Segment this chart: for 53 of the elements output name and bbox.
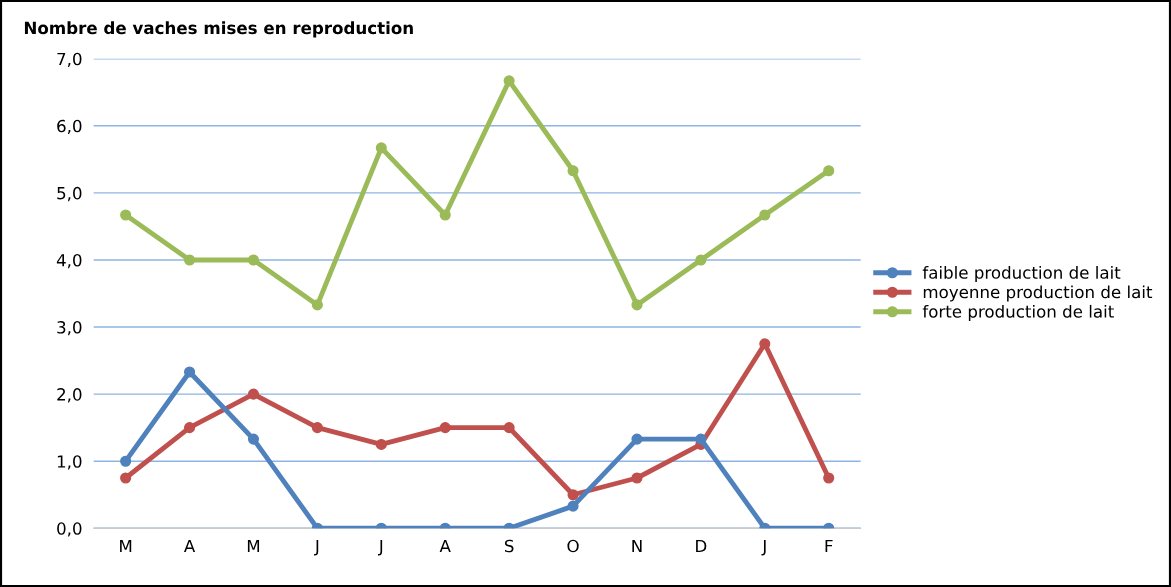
y-tick-label: 1,0 — [57, 455, 82, 470]
point — [311, 299, 323, 311]
x-tick-label: O — [567, 539, 579, 553]
point — [439, 422, 451, 434]
x-tick-label: M — [247, 539, 260, 553]
point — [695, 254, 707, 266]
x-tick-label: A — [183, 539, 196, 553]
point — [311, 422, 323, 434]
point — [183, 366, 196, 378]
x-tick-label: M — [120, 539, 132, 553]
point — [503, 422, 515, 434]
point — [823, 165, 835, 177]
legend-label: moyenne production de lait — [923, 285, 1153, 302]
y-tick-label: 3,0 — [57, 321, 82, 336]
point — [183, 422, 196, 434]
point — [120, 472, 132, 484]
x-tick-label: A — [439, 539, 451, 553]
x-tick-label: S — [504, 539, 514, 553]
x-tick-label: D — [696, 539, 707, 553]
point — [247, 433, 260, 445]
y-tick-label: 6,0 — [57, 119, 82, 135]
y-tick-label: 7,0 — [57, 52, 82, 67]
x-tick-label: J — [761, 539, 766, 556]
legend-label: faible production de lait — [922, 265, 1121, 283]
point — [567, 500, 579, 512]
point — [503, 75, 515, 87]
y-tick-label: 5,0 — [57, 186, 82, 202]
point — [631, 472, 643, 484]
point — [120, 209, 132, 221]
point — [567, 165, 579, 177]
x-tick-label: N — [632, 539, 642, 553]
point — [695, 433, 707, 445]
point — [247, 254, 260, 266]
y-tick-label: 4,0 — [56, 253, 82, 269]
point — [567, 489, 579, 501]
x-tick-label: F — [825, 539, 833, 553]
point — [183, 254, 196, 266]
point — [631, 433, 643, 445]
point — [759, 338, 771, 350]
point — [247, 388, 260, 400]
legend-label: forte production de lait — [922, 304, 1114, 322]
point — [375, 438, 387, 450]
point — [375, 142, 387, 154]
y-tick-label: 0,0 — [57, 522, 82, 537]
point — [823, 472, 835, 484]
point — [439, 209, 451, 221]
x-tick-label: J — [314, 539, 319, 556]
chart-title: Nombre de vaches mises en reproduction — [24, 21, 413, 38]
x-tick-label: J — [377, 539, 383, 556]
point — [631, 299, 643, 311]
point — [120, 455, 132, 467]
y-tick-label: 2,0 — [57, 388, 82, 403]
point — [759, 209, 771, 221]
